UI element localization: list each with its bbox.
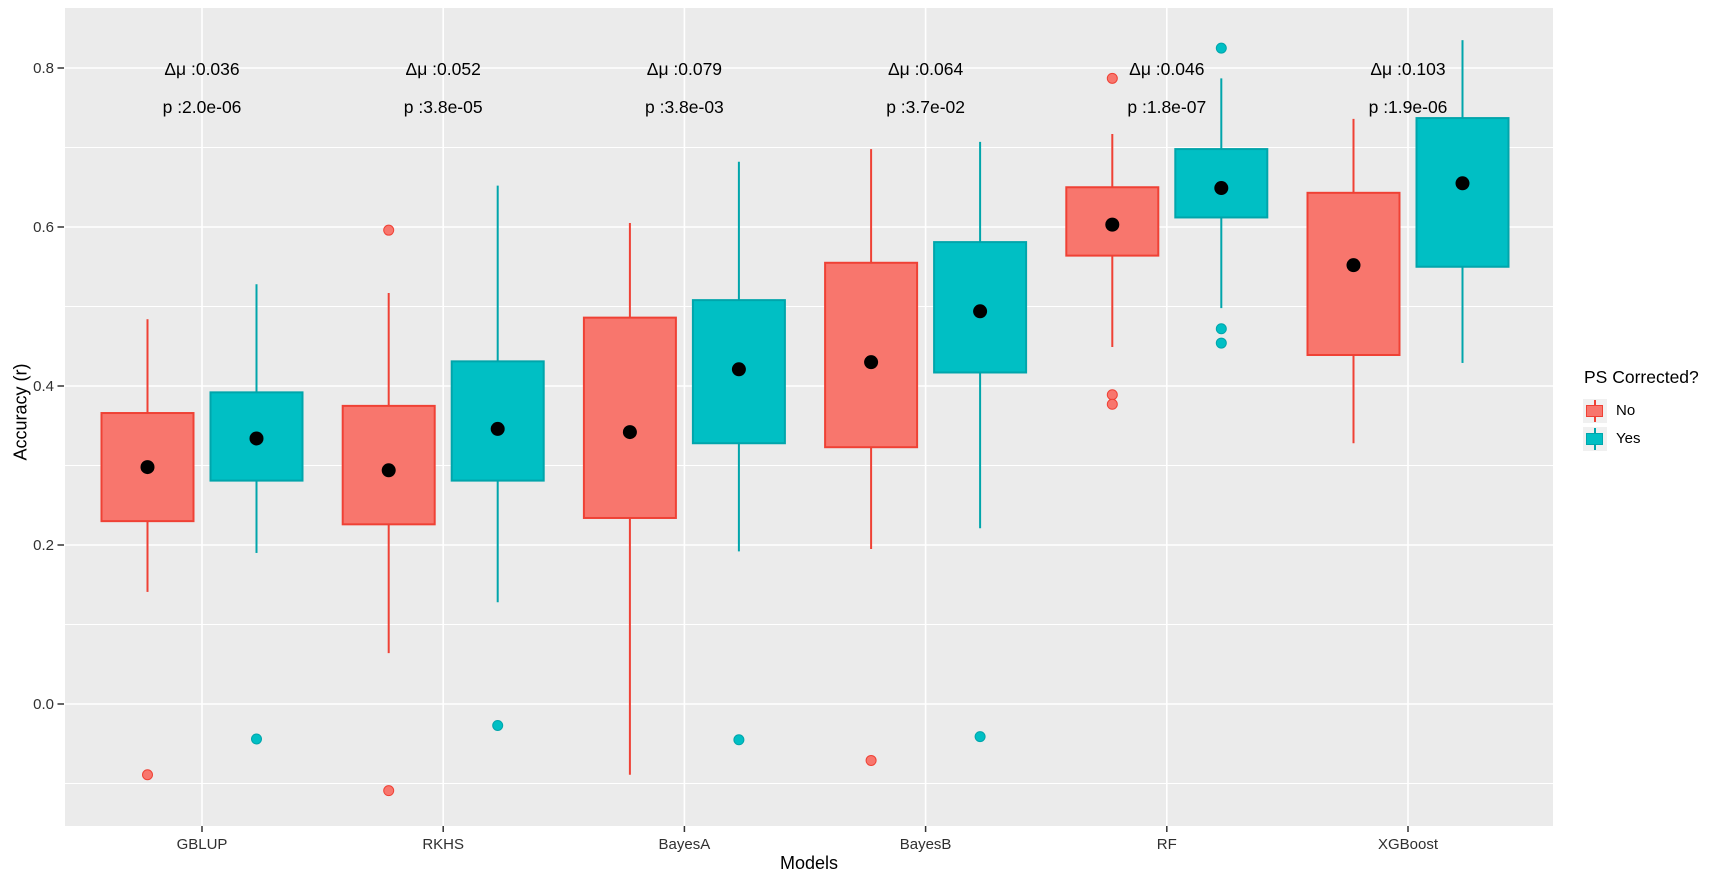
- annotation-p-value: p :2.0e-06: [163, 97, 242, 117]
- annotation-delta-mu: Δμ :0.064: [888, 59, 964, 79]
- x-tick-label: XGBoost: [1378, 836, 1439, 853]
- mean-dot: [731, 362, 746, 377]
- boxplot-box: [582, 316, 677, 519]
- mean-dot: [622, 425, 637, 440]
- outlier-point: [1106, 72, 1118, 84]
- mean-dot: [1346, 258, 1361, 273]
- boxplot-box: [1306, 191, 1401, 356]
- outlier-point: [865, 754, 877, 766]
- y-tick-label: 0.0: [33, 696, 54, 713]
- annotation-delta-mu: Δμ :0.079: [647, 59, 722, 79]
- mean-dot: [490, 421, 505, 436]
- outlier-point: [383, 785, 395, 797]
- outlier-point: [1215, 337, 1227, 349]
- annotation-p-value: p :3.8e-03: [645, 97, 724, 117]
- mean-dot: [973, 304, 988, 319]
- outlier-point: [733, 734, 745, 746]
- annotation-p-value: p :1.8e-07: [1127, 97, 1206, 117]
- annotation-delta-mu: Δμ :0.052: [406, 59, 481, 79]
- annotation-p-value: p :3.7e-02: [886, 97, 965, 117]
- x-axis-title: Models: [779, 853, 839, 873]
- outlier-point: [974, 731, 986, 743]
- boxplot-box: [1415, 117, 1510, 268]
- x-tick-label: GBLUP: [177, 836, 228, 853]
- outlier-point: [1215, 42, 1227, 54]
- mean-dot: [864, 355, 879, 370]
- mean-dot: [1105, 217, 1120, 232]
- x-tick-label: BayesA: [659, 836, 711, 853]
- annotation-delta-mu: Δμ :0.036: [164, 59, 239, 79]
- mean-dot: [1455, 176, 1470, 191]
- outlier-point: [492, 719, 504, 731]
- y-tick-label: 0.8: [33, 60, 54, 77]
- x-tick-label: BayesB: [900, 836, 952, 853]
- panel-background: [65, 8, 1553, 826]
- annotation-delta-mu: Δμ :0.103: [1370, 59, 1445, 79]
- outlier-point: [1106, 389, 1118, 401]
- boxplot-box: [933, 241, 1028, 374]
- mean-dot: [381, 463, 396, 478]
- annotation-delta-mu: Δμ :0.046: [1129, 59, 1204, 79]
- mean-dot: [140, 460, 155, 475]
- mean-dot: [249, 431, 264, 446]
- y-tick-label: 0.6: [33, 219, 54, 236]
- y-axis-title: Accuracy (r): [10, 363, 31, 461]
- outlier-point: [1106, 398, 1118, 410]
- annotation-p-value: p :3.8e-05: [404, 97, 483, 117]
- mean-dot: [1214, 181, 1229, 196]
- outlier-point: [1215, 323, 1227, 335]
- annotation-p-value: p :1.9e-06: [1369, 97, 1448, 117]
- outlier-point: [383, 224, 395, 236]
- y-tick-label: 0.4: [33, 378, 54, 395]
- boxplot-box: [824, 261, 919, 449]
- boxplot-box: [100, 412, 195, 523]
- boxplot-box: [450, 360, 545, 482]
- outlier-point: [142, 769, 153, 781]
- x-tick-label: RKHS: [422, 836, 464, 853]
- x-tick-label: RF: [1157, 836, 1177, 853]
- outlier-point: [251, 733, 262, 745]
- y-tick-label: 0.2: [33, 537, 54, 554]
